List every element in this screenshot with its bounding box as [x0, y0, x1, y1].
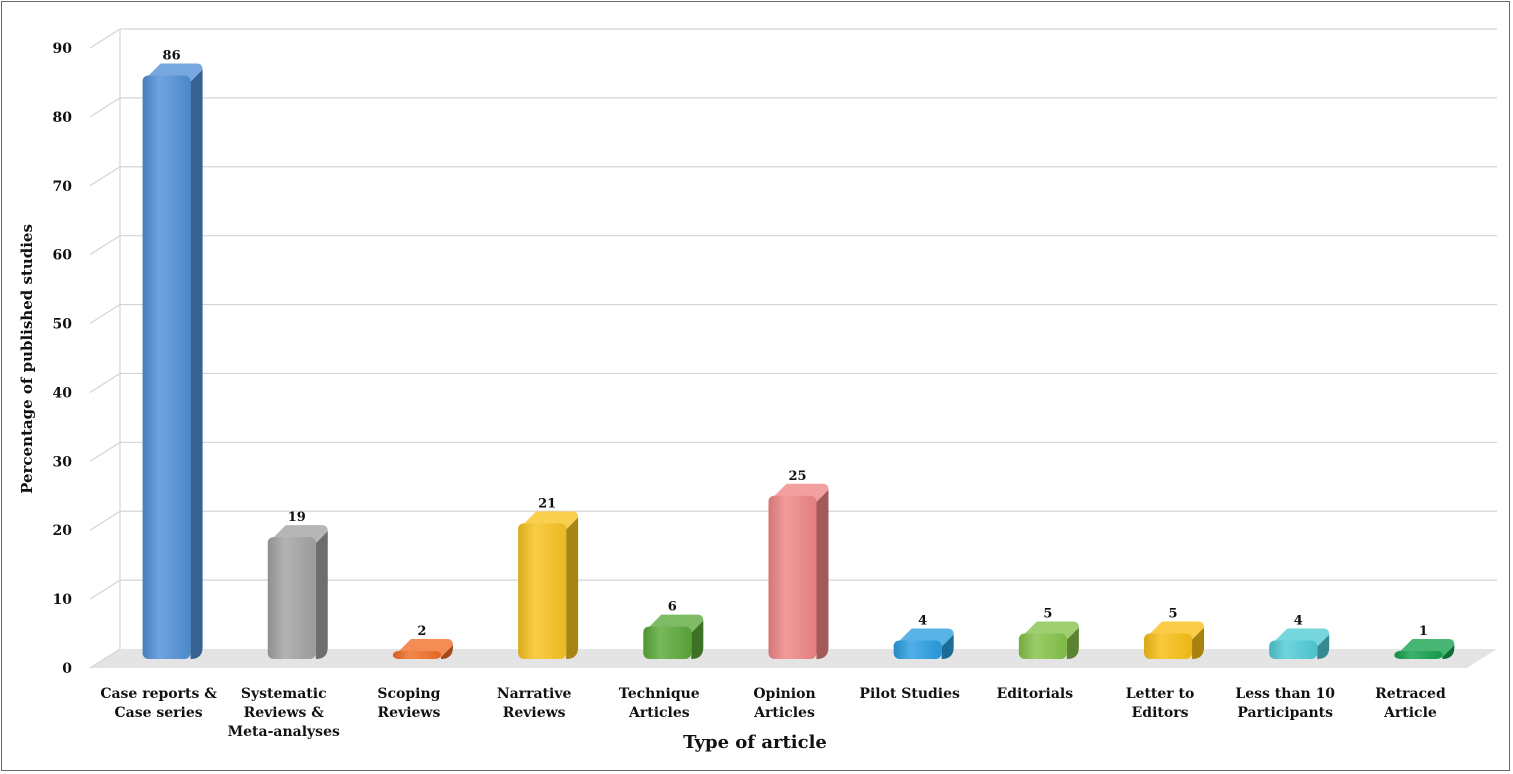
bars: 86 19 2 21 6 25 4 5 5 4 1	[142, 49, 1455, 660]
gridline-diagonal	[89, 97, 121, 118]
bar-front	[768, 495, 817, 659]
y-tick-label: 60	[53, 248, 73, 264]
bar-front	[643, 626, 692, 659]
bar-front	[893, 640, 942, 659]
gridline-diagonal	[89, 166, 121, 187]
y-tick-label: 40	[53, 385, 73, 401]
x-tick-label: Opinion Articles	[753, 686, 815, 721]
y-tick-label: 0	[62, 661, 72, 677]
x-tick-label: Scoping Reviews	[377, 686, 440, 721]
gridline-diagonal	[89, 235, 121, 256]
gridline-diagonal	[89, 510, 121, 531]
data-label: 86	[163, 49, 181, 64]
x-tick-label: Systematic Reviews & Meta-analyses	[228, 686, 340, 740]
bar	[768, 483, 829, 659]
data-label: 21	[538, 496, 556, 511]
gridline-diagonal	[89, 579, 121, 600]
bar-side	[440, 645, 453, 659]
data-label: 4	[1294, 613, 1303, 628]
y-tick-label: 90	[53, 41, 73, 57]
x-axis-category-labels: Case reports & Case series Systematic Revie…	[100, 686, 1446, 740]
bar-front	[142, 75, 191, 660]
bar	[1269, 628, 1330, 659]
x-tick-label: Case reports & Case series	[100, 686, 217, 721]
y-tick-label: 20	[53, 523, 73, 539]
x-tick-label: Less than 10 Participants	[1235, 686, 1335, 721]
bar-front	[1144, 633, 1193, 659]
data-label: 4	[918, 613, 927, 628]
data-label: 19	[288, 510, 306, 525]
bar-side	[190, 69, 203, 660]
x-tick-label: Narrative Reviews	[497, 686, 572, 721]
data-label: 1	[1419, 624, 1428, 639]
x-tick-label: Pilot Studies	[859, 686, 960, 702]
bar-side	[1317, 634, 1330, 659]
gridline-diagonal	[89, 28, 121, 49]
bar-side	[566, 517, 579, 659]
gridline-diagonal	[89, 441, 121, 462]
bar	[1394, 639, 1455, 659]
bar-front	[518, 523, 567, 659]
y-tick-label: 70	[53, 179, 73, 195]
y-tick-label: 30	[53, 454, 73, 470]
x-tick-label: Retraced Article	[1375, 686, 1446, 721]
bar-front	[267, 537, 316, 659]
bar	[392, 639, 453, 659]
x-tick-label: Editorials	[997, 686, 1074, 702]
data-label: 2	[417, 624, 426, 639]
gridline-diagonal	[89, 304, 121, 325]
bar-side	[315, 531, 328, 659]
bar-side	[816, 489, 829, 659]
y-axis-title: Percentage of published studies	[18, 224, 36, 494]
data-label: 6	[668, 600, 677, 615]
bar	[267, 525, 328, 659]
bar-front	[1269, 640, 1318, 659]
data-label: 25	[788, 469, 806, 484]
bar	[893, 628, 954, 659]
y-tick-label: 10	[53, 592, 73, 608]
bar-front	[1394, 651, 1443, 659]
bar-front	[392, 651, 441, 659]
bar-side	[1066, 627, 1079, 659]
y-axis-ticks: 0 10 20 30 40 50 60 70 80 90	[53, 41, 73, 677]
bar	[142, 63, 203, 660]
bar-side	[1192, 627, 1205, 659]
bar-side	[941, 634, 954, 659]
y-tick-label: 50	[53, 317, 73, 333]
bar	[518, 511, 579, 659]
bar-side	[1442, 645, 1455, 659]
gridline-diagonal	[89, 648, 121, 669]
bar	[643, 614, 704, 659]
x-axis-title: Type of article	[683, 732, 827, 753]
x-tick-label: Letter to Editors	[1126, 686, 1195, 721]
data-label: 5	[1043, 607, 1052, 622]
gridline-diagonal	[89, 372, 121, 393]
bar	[1018, 621, 1079, 659]
bar-front	[1018, 633, 1067, 659]
bar	[1144, 621, 1205, 659]
bar-side	[691, 620, 704, 659]
data-label: 5	[1169, 607, 1178, 622]
y-tick-label: 80	[53, 110, 73, 126]
x-tick-label: Technique Articles	[619, 686, 700, 721]
